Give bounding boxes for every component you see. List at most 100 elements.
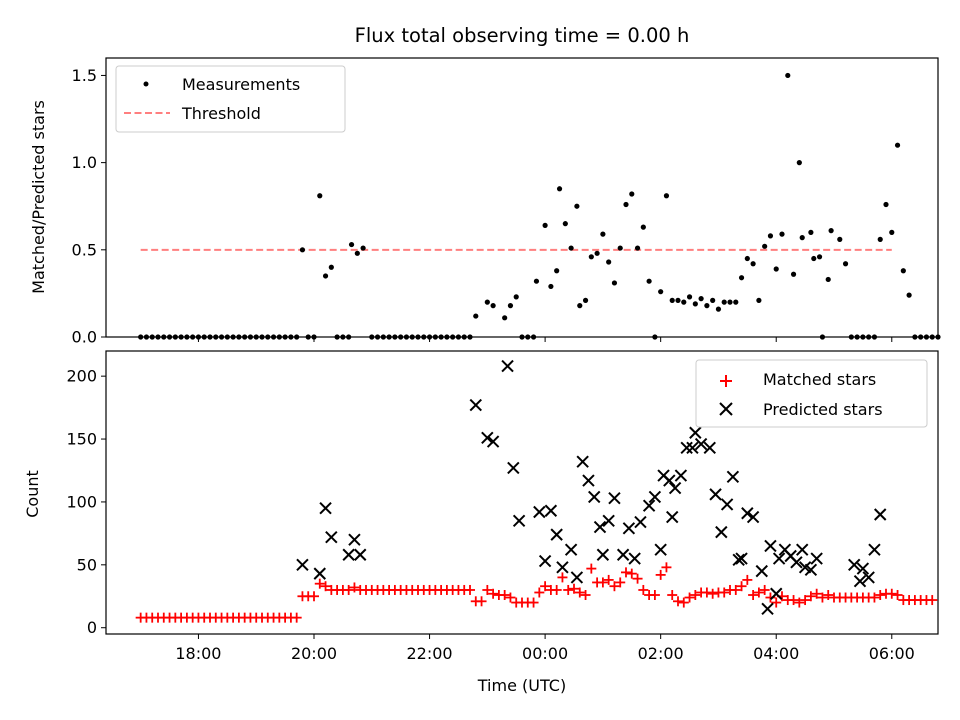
predicted-star-point (602, 514, 615, 528)
measurement-point (574, 203, 580, 209)
top-legend: Measurements Threshold (115, 65, 346, 133)
bottom-xtick-label: 06:00 (869, 644, 915, 663)
predicted-star-point (694, 437, 708, 451)
matched-star-point (875, 590, 886, 601)
matched-star-point (690, 590, 701, 601)
matched-star-point (574, 587, 585, 598)
measurement-point (542, 222, 548, 228)
predicted-star-point (772, 552, 786, 565)
top-y-ticks: 0.0 0.5 1.0 1.5 (72, 66, 106, 347)
matched-star-point (528, 597, 539, 608)
measurement-point (161, 334, 167, 340)
measurement-point (247, 334, 254, 340)
bottom-xtick-label: 20:00 (291, 644, 337, 663)
predicted-star-point (853, 574, 867, 588)
measurement-point (773, 266, 779, 272)
matched-star-point (927, 595, 938, 606)
measurement-point (871, 334, 878, 340)
measurement-point (698, 296, 704, 302)
measurement-point (663, 193, 670, 199)
matched-star-point (349, 582, 360, 593)
matched-star-point (309, 591, 319, 602)
predicted-star-point (628, 552, 641, 565)
matched-star-point (465, 584, 475, 595)
measurement-point (577, 303, 583, 309)
measurement-point (779, 231, 785, 237)
measurement-point (556, 186, 563, 192)
measurement-point (311, 334, 317, 340)
bottom-ytick-label: 200 (66, 367, 97, 386)
measurement-point (195, 334, 202, 340)
predicted-star-point (648, 490, 662, 504)
predicted-stars-points (296, 359, 887, 616)
bottom-legend-box (695, 359, 928, 428)
matched-stars-points (135, 562, 938, 623)
measurement-point (138, 334, 144, 340)
matched-star-point (499, 590, 510, 601)
predicted-star-point (538, 554, 552, 568)
predicted-star-point (576, 455, 589, 468)
measurement-point (842, 261, 849, 267)
predicted-star-point (668, 481, 682, 495)
measurement-point (923, 334, 930, 340)
measurement-point (426, 334, 433, 340)
measurement-point (346, 334, 352, 340)
matched-star-point (609, 581, 620, 592)
bottom-xtick-label: 18:00 (175, 644, 221, 663)
predicted-star-point (862, 571, 875, 584)
measurement-point (837, 236, 843, 242)
matched-star-point (707, 588, 718, 599)
measurement-point (455, 334, 462, 340)
bottom-xtick-label: 22:00 (407, 644, 453, 663)
measurement-point (646, 278, 652, 284)
matched-star-point (684, 592, 695, 603)
matched-star-point (794, 597, 805, 608)
measurement-point (611, 280, 618, 286)
bottom-ytick-label: 100 (66, 492, 97, 511)
measurement-point (623, 201, 629, 208)
measurement-point (906, 292, 912, 298)
predicted-star-point (481, 431, 494, 444)
bottom-ytick-label: 0 (87, 618, 97, 637)
matched-star-point (580, 590, 591, 601)
predicted-star-point (804, 563, 818, 577)
measurement-point (348, 241, 355, 248)
matched-star-point (615, 577, 626, 588)
predicted-star-point (689, 426, 702, 439)
measurement-point (207, 334, 213, 340)
measurement-point (421, 334, 427, 340)
measurement-point (877, 236, 883, 242)
measurement-point (149, 334, 155, 340)
measurement-point (600, 231, 606, 237)
matched-star-point (661, 562, 672, 573)
predicted-star-point (342, 548, 355, 561)
predicted-star-point (564, 543, 578, 556)
measurement-point (218, 334, 225, 340)
legend-predicted-label: Predicted stars (763, 400, 883, 419)
bottom-y-axis-label: Count (23, 470, 42, 518)
predicted-star-point (761, 602, 774, 616)
measurement-point (155, 334, 161, 340)
measurement-point (444, 334, 450, 340)
measurement-point (259, 334, 265, 340)
measurement-point (288, 334, 294, 340)
measurement-point (634, 245, 641, 251)
bottom-plot-frame (105, 350, 939, 635)
measurement-point (799, 235, 805, 241)
bottom-xtick-label: 02:00 (638, 644, 684, 663)
measurement-point (894, 142, 901, 148)
measurement-point (369, 334, 375, 340)
measurement-point (762, 243, 768, 249)
measurement-point (704, 303, 710, 309)
measurement-point (883, 201, 889, 208)
measurement-point (166, 334, 173, 340)
matched-star-point (719, 587, 730, 598)
matched-star-point (811, 588, 822, 599)
measurement-point (848, 334, 854, 340)
matched-star-point (505, 592, 516, 603)
predicted-star-point (634, 515, 647, 529)
measurement-point (334, 334, 340, 340)
measurement-point (790, 271, 797, 277)
measurement-point (669, 297, 675, 303)
